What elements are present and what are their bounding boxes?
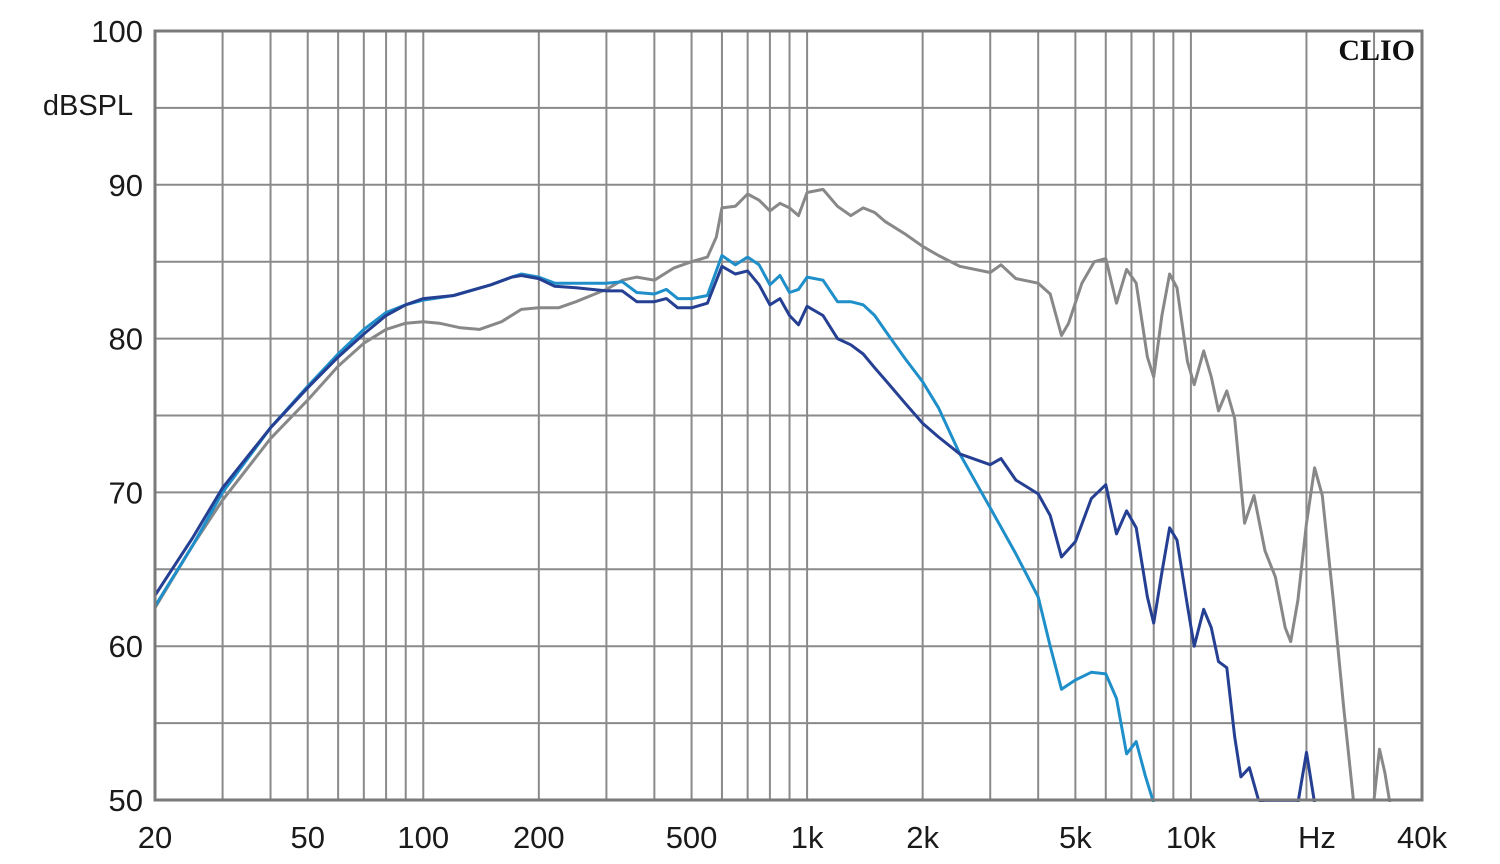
- brand-logo-label: CLIO: [1338, 34, 1415, 67]
- series-line-1: [155, 187, 1392, 802]
- x-tick-label: 2k: [906, 820, 939, 855]
- series-line-3: [155, 264, 1316, 802]
- x-tick-label: 500: [666, 820, 718, 855]
- y-tick-label: 60: [109, 629, 143, 664]
- x-tick-label: 10k: [1166, 820, 1216, 855]
- plot-frame: [153, 29, 1424, 802]
- x-tick-label: 20: [138, 820, 172, 855]
- grid: [155, 31, 1422, 800]
- x-axis-unit-label: Hz: [1298, 820, 1336, 855]
- x-axis-tick-labels: 20 50 100 200 500 1k 2k 5k 10k 40k: [138, 820, 1448, 855]
- x-tick-label: 40k: [1397, 820, 1447, 855]
- x-tick-label: 50: [290, 820, 324, 855]
- y-axis-tick-labels: 100 90 80 70 60 50: [91, 14, 143, 818]
- y-tick-label: 70: [109, 475, 143, 510]
- x-tick-label: 200: [513, 820, 565, 855]
- y-tick-label: 100: [91, 14, 143, 49]
- y-tick-label: 90: [109, 168, 143, 203]
- y-tick-label: 50: [109, 783, 143, 818]
- x-tick-label: 5k: [1059, 820, 1092, 855]
- y-tick-label: 80: [109, 322, 143, 357]
- y-axis-unit-label: dBSPL: [43, 90, 133, 122]
- x-tick-label: 100: [397, 820, 449, 855]
- x-tick-label: 1k: [791, 820, 824, 855]
- series-group: [155, 187, 1392, 802]
